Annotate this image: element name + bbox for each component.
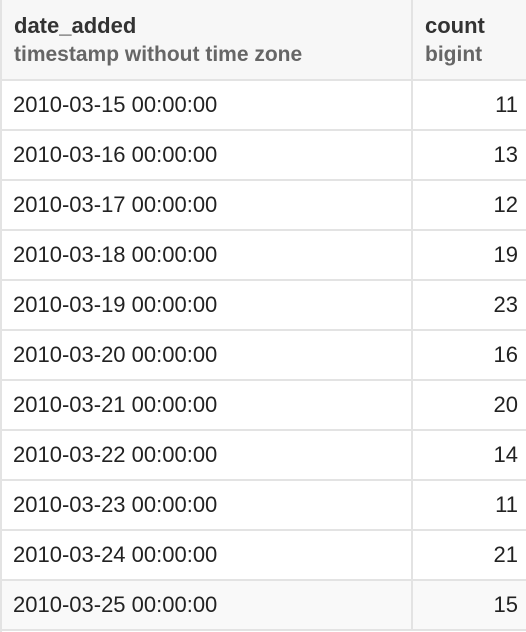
table-header: date_added timestamp without time zone c… xyxy=(2,0,526,81)
date-added-cell[interactable]: 2010-03-18 00:00:00 xyxy=(2,230,413,281)
header-row: date_added timestamp without time zone c… xyxy=(2,0,526,81)
table-row[interactable]: 2010-03-19 00:00:00 23 xyxy=(2,280,526,331)
table-row[interactable]: 2010-03-24 00:00:00 21 xyxy=(2,530,526,581)
table-row[interactable]: 2010-03-16 00:00:00 13 xyxy=(2,130,526,181)
count-cell[interactable]: 16 xyxy=(412,330,526,381)
table-row[interactable]: 2010-03-25 00:00:00 15 xyxy=(2,580,526,631)
column-name: count xyxy=(425,13,485,38)
date-added-cell[interactable]: 2010-03-17 00:00:00 xyxy=(2,180,413,231)
count-cell[interactable]: 20 xyxy=(412,380,526,431)
count-cell[interactable]: 12 xyxy=(412,180,526,231)
table-body: 2010-03-15 00:00:00 11 2010-03-16 00:00:… xyxy=(2,80,526,631)
count-cell[interactable]: 21 xyxy=(412,530,526,581)
count-cell[interactable]: 15 xyxy=(412,580,526,631)
column-header-date-added[interactable]: date_added timestamp without time zone xyxy=(2,0,413,81)
date-added-cell[interactable]: 2010-03-19 00:00:00 xyxy=(2,280,413,331)
table-row[interactable]: 2010-03-18 00:00:00 19 xyxy=(2,230,526,281)
table-row[interactable]: 2010-03-20 00:00:00 16 xyxy=(2,330,526,381)
date-added-cell[interactable]: 2010-03-16 00:00:00 xyxy=(2,130,413,181)
date-added-cell[interactable]: 2010-03-15 00:00:00 xyxy=(2,80,413,131)
table-row[interactable]: 2010-03-15 00:00:00 11 xyxy=(2,80,526,131)
column-header-count[interactable]: count bigint xyxy=(412,0,526,81)
count-cell[interactable]: 13 xyxy=(412,130,526,181)
date-added-cell[interactable]: 2010-03-20 00:00:00 xyxy=(2,330,413,381)
table-row[interactable]: 2010-03-21 00:00:00 20 xyxy=(2,380,526,431)
column-type: bigint xyxy=(425,43,483,66)
date-added-cell[interactable]: 2010-03-25 00:00:00 xyxy=(2,580,413,631)
count-cell[interactable]: 11 xyxy=(412,80,526,131)
date-added-cell[interactable]: 2010-03-22 00:00:00 xyxy=(2,430,413,481)
column-type: timestamp without time zone xyxy=(14,43,303,66)
count-cell[interactable]: 11 xyxy=(412,480,526,531)
count-cell[interactable]: 14 xyxy=(412,430,526,481)
table-row[interactable]: 2010-03-23 00:00:00 11 xyxy=(2,480,526,531)
table-row[interactable]: 2010-03-22 00:00:00 14 xyxy=(2,430,526,481)
date-added-cell[interactable]: 2010-03-23 00:00:00 xyxy=(2,480,413,531)
count-cell[interactable]: 19 xyxy=(412,230,526,281)
column-name: date_added xyxy=(14,13,137,38)
count-cell[interactable]: 23 xyxy=(412,280,526,331)
table-row[interactable]: 2010-03-17 00:00:00 12 xyxy=(2,180,526,231)
date-added-cell[interactable]: 2010-03-24 00:00:00 xyxy=(2,530,413,581)
date-added-cell[interactable]: 2010-03-21 00:00:00 xyxy=(2,380,413,431)
